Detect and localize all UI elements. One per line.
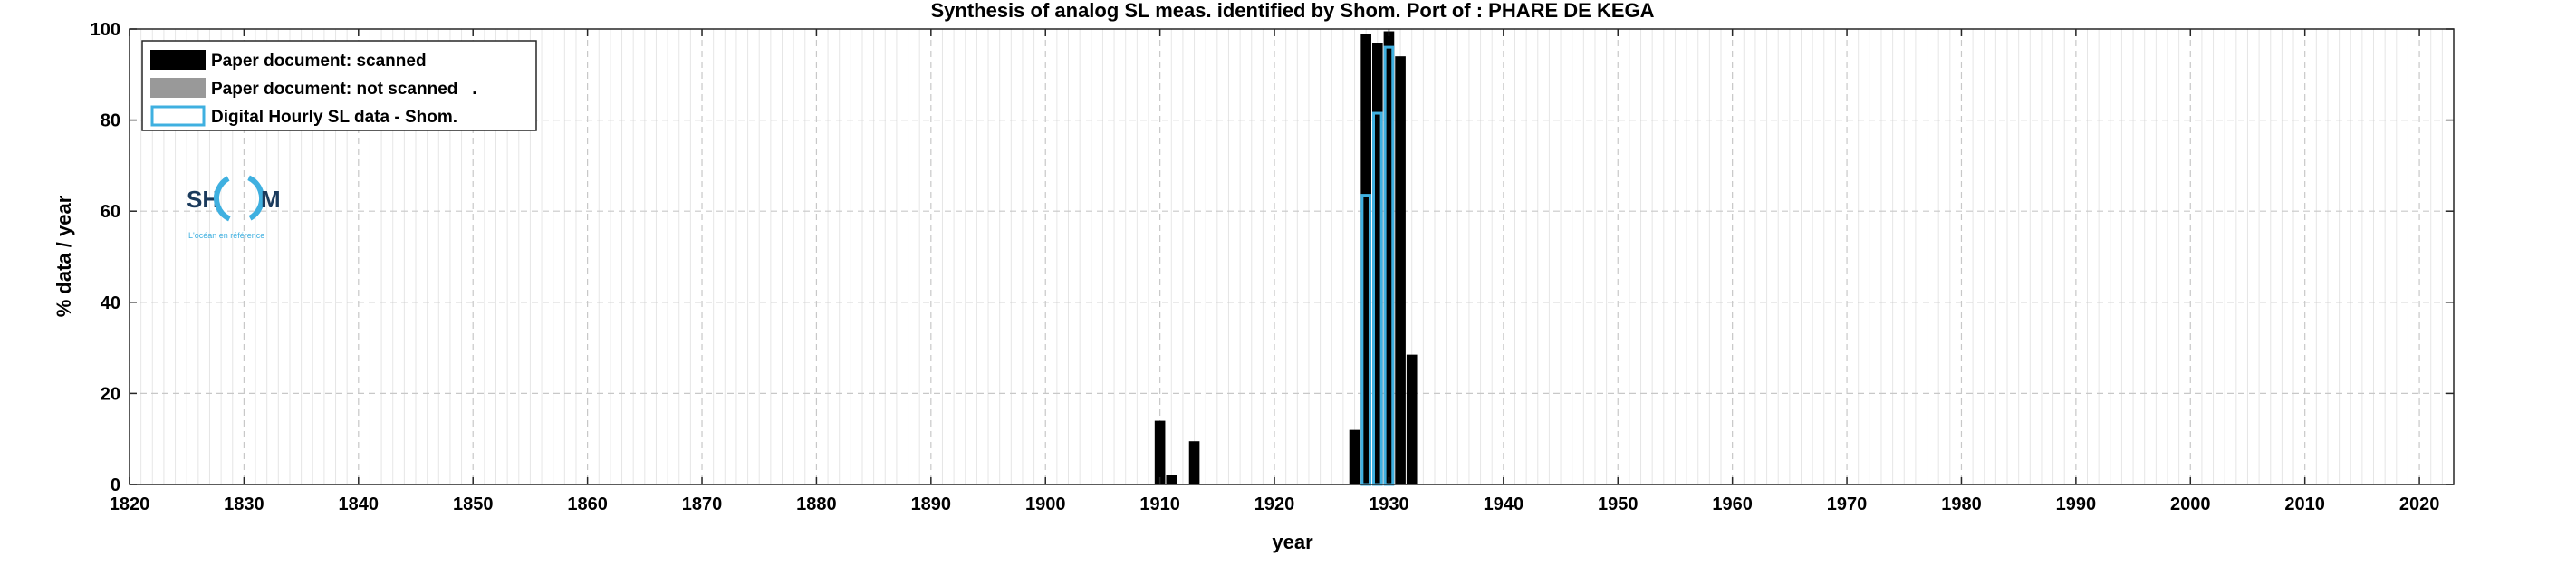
x-tick-label: 2010 — [2284, 494, 2325, 514]
x-tick-label: 1880 — [796, 494, 837, 514]
y-axis-label: % data / year — [53, 195, 75, 317]
shom-logo: SH M L'océan en référence — [187, 173, 281, 240]
legend-swatch-digital — [150, 105, 206, 127]
legend-label-digital: Digital Hourly SL data - Shom. — [211, 108, 457, 127]
x-tick-label: 1930 — [1369, 494, 1409, 514]
y-tick-label: 0 — [111, 475, 120, 495]
logo-text-right: M — [261, 186, 281, 213]
y-tick-label: 60 — [101, 202, 120, 222]
x-tick-label: 1920 — [1254, 494, 1295, 514]
x-tick-label: 1840 — [339, 494, 380, 514]
x-tick-label: 2020 — [2399, 494, 2440, 514]
x-tick-label: 1990 — [2056, 494, 2097, 514]
bar-scanned-1929 — [1371, 43, 1383, 485]
x-tick-label: 1870 — [682, 494, 723, 514]
bar-scanned-1932 — [1406, 354, 1418, 484]
bar-scanned-1927 — [1349, 429, 1360, 484]
grid — [129, 29, 2454, 484]
x-axis-label: year — [1272, 531, 1313, 553]
x-tick-label: 1940 — [1484, 494, 1524, 514]
legend-swatch-not-scanned — [150, 78, 206, 98]
x-tick-label: 1910 — [1139, 494, 1180, 514]
plot-border — [129, 28, 2455, 485]
x-tick-label: 1830 — [224, 494, 264, 514]
y-tick-label: 100 — [91, 20, 120, 40]
legend: Paper document: scanned Paper document: … — [141, 40, 537, 131]
y-tick-label: 20 — [101, 384, 120, 404]
x-tick-label: 1970 — [1827, 494, 1868, 514]
legend-label-scanned: Paper document: scanned — [211, 52, 427, 71]
x-tick-label: 1900 — [1025, 494, 1066, 514]
chart-title: Synthesis of analog SL meas. identified … — [930, 0, 1654, 22]
legend-swatch-scanned — [150, 50, 206, 70]
y-tick-label: 40 — [101, 293, 120, 313]
legend-box — [141, 40, 537, 131]
x-tick-label: 2000 — [2170, 494, 2211, 514]
logo-ring-icon — [214, 173, 264, 224]
y-tick-label: 80 — [101, 111, 120, 131]
x-tick-label: 1820 — [110, 494, 150, 514]
x-tick-label: 1960 — [1712, 494, 1753, 514]
bar-scanned-1911 — [1166, 475, 1177, 484]
x-tick-label: 1890 — [911, 494, 952, 514]
bar-scanned-1910 — [1154, 420, 1166, 484]
bar-scanned-1928 — [1360, 34, 1371, 484]
ticks: 1820 1830 1840 1850 1860 1870 1880 1890 1900 1910… — [91, 20, 2454, 514]
x-tick-label: 1860 — [567, 494, 608, 514]
bars — [1154, 31, 1418, 486]
logo-tagline: L'océan en référence — [188, 231, 264, 240]
bar-scanned-1931 — [1395, 56, 1406, 485]
x-tick-label: 1850 — [453, 494, 494, 514]
x-tick-label: 1950 — [1598, 494, 1639, 514]
bar-scanned-1930 — [1383, 31, 1395, 484]
bar-scanned-1913 — [1188, 441, 1200, 484]
legend-label-not-scanned: Paper document: not scanned . — [211, 80, 477, 99]
x-tick-label: 1980 — [1941, 494, 1982, 514]
